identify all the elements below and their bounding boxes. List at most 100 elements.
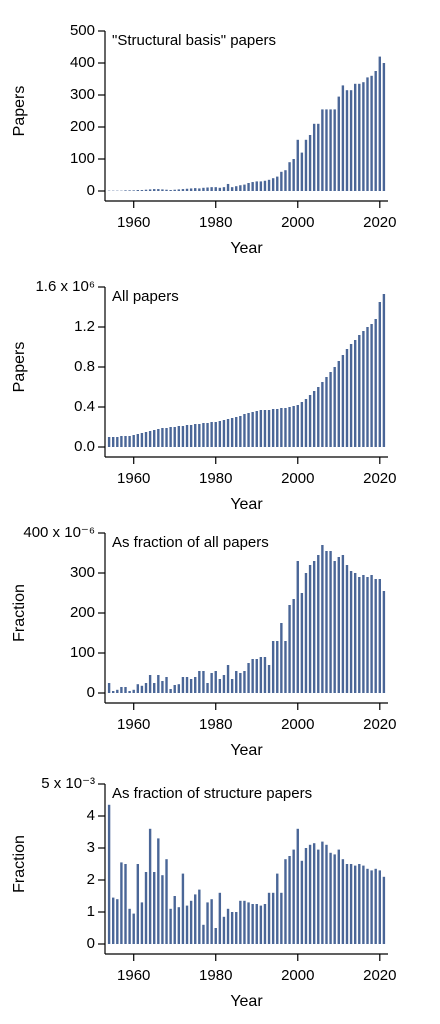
bar	[210, 187, 213, 191]
bar	[358, 577, 361, 693]
bar	[230, 187, 234, 191]
bar	[276, 176, 279, 191]
y-tick-label: 300	[70, 564, 95, 581]
bar	[300, 152, 304, 191]
bar	[243, 900, 246, 944]
bar	[308, 844, 312, 944]
bar	[251, 904, 254, 944]
x-tick-label: 2000	[281, 470, 314, 487]
bar	[296, 405, 299, 447]
bar	[255, 659, 258, 693]
bar	[284, 641, 287, 693]
bar	[181, 426, 185, 447]
x-tick-label: 1980	[199, 214, 232, 231]
x-tick-label: 2000	[281, 214, 314, 231]
bar	[288, 605, 291, 693]
bar	[194, 677, 197, 693]
bar	[276, 409, 279, 447]
bar	[157, 675, 160, 693]
bar	[271, 409, 275, 447]
bar	[202, 187, 205, 191]
bar	[337, 557, 340, 693]
bar	[337, 849, 340, 944]
bar	[165, 189, 168, 191]
chart-title: As fraction of all papers	[112, 534, 269, 551]
bar	[140, 685, 144, 693]
y-tick-label: 3	[87, 839, 95, 856]
bar	[333, 561, 336, 693]
bar	[284, 859, 287, 944]
bar	[144, 872, 148, 944]
bar	[148, 431, 152, 447]
bar	[251, 412, 254, 447]
bar	[210, 899, 213, 944]
bar	[116, 689, 119, 693]
bar	[267, 179, 271, 191]
bar	[345, 864, 349, 944]
bar	[185, 677, 189, 693]
bar	[218, 421, 222, 447]
bar	[140, 433, 144, 447]
bar	[333, 854, 336, 944]
bar	[235, 912, 238, 944]
bar	[374, 71, 377, 191]
bar	[153, 872, 156, 944]
bar	[378, 870, 381, 944]
y-tick-label: 1.2	[74, 318, 95, 335]
bar	[374, 319, 377, 447]
bar	[247, 902, 250, 944]
bar	[317, 387, 320, 447]
bar	[136, 684, 140, 693]
bar	[128, 436, 131, 447]
y-axis-label: Fraction	[11, 584, 28, 642]
bar	[222, 420, 226, 447]
bar	[107, 683, 111, 693]
bar	[185, 425, 189, 447]
bar	[325, 844, 328, 944]
x-tick-label: 2020	[363, 967, 396, 984]
bar	[124, 687, 127, 693]
x-axis-label: Year	[230, 496, 263, 513]
bar	[329, 852, 332, 944]
bar	[337, 96, 340, 191]
bar	[370, 324, 373, 447]
bar	[148, 675, 152, 693]
bar	[218, 187, 222, 191]
bar	[263, 904, 267, 944]
bar	[366, 577, 369, 693]
bar	[263, 657, 267, 693]
y-tick-label: 5 x 10⁻³	[41, 775, 95, 792]
bar	[132, 435, 135, 447]
bar	[353, 83, 357, 191]
bar	[222, 187, 226, 191]
bar	[300, 593, 304, 693]
bar	[214, 187, 217, 191]
bar	[243, 671, 246, 693]
x-axis-label: Year	[230, 742, 263, 759]
bar	[259, 181, 263, 191]
bar	[222, 916, 226, 944]
bar	[325, 377, 328, 447]
y-tick-label: 100	[70, 150, 95, 167]
bar	[144, 683, 148, 693]
bar	[124, 864, 127, 944]
bar	[284, 170, 287, 191]
bar	[148, 828, 152, 944]
bar	[337, 361, 340, 447]
bar	[107, 804, 111, 944]
bar	[153, 189, 156, 191]
bar	[304, 139, 308, 191]
y-axis-label: Papers	[11, 86, 28, 137]
bar	[165, 859, 168, 944]
bar	[304, 848, 308, 944]
bar	[271, 892, 275, 944]
bar	[132, 689, 135, 693]
bar	[292, 849, 295, 944]
chart-title: "Structural basis" papers	[112, 32, 276, 49]
bar	[169, 427, 172, 447]
y-tick-label: 4	[87, 807, 95, 824]
y-tick-label: 0.8	[74, 358, 95, 375]
bar	[353, 573, 357, 693]
bar	[312, 123, 316, 191]
bar	[161, 189, 164, 191]
